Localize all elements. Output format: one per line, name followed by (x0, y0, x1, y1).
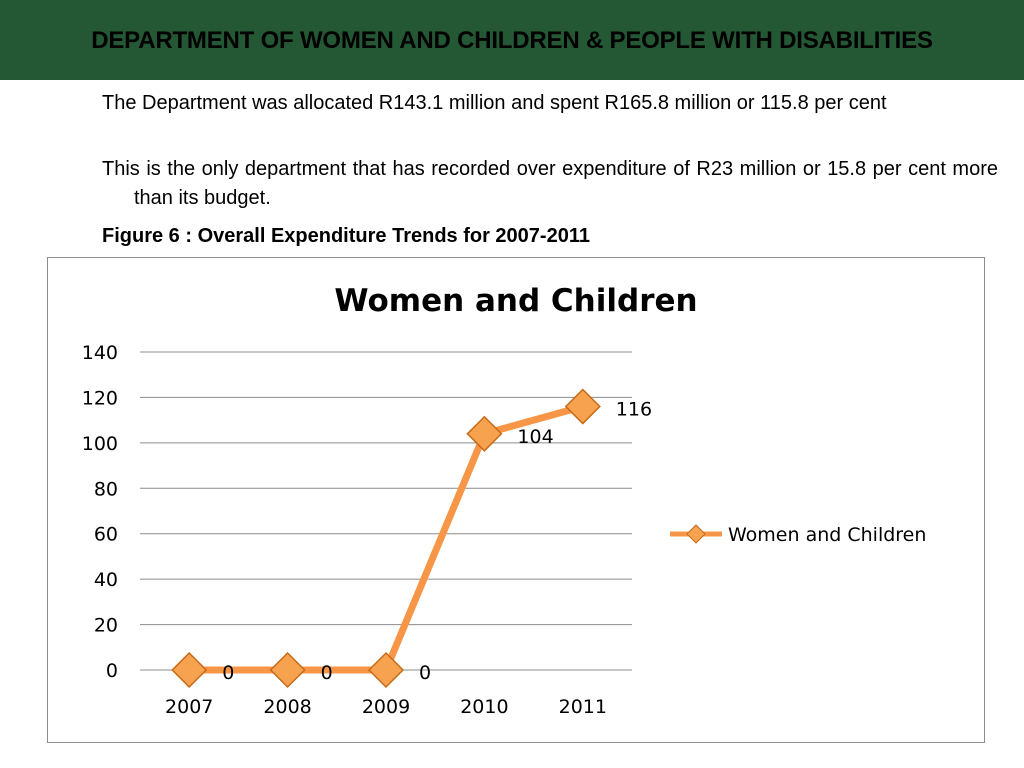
x-tick-label: 2010 (460, 696, 508, 718)
data-labels: 0 0 0 104 116 (222, 399, 652, 684)
legend: Women and Children (670, 524, 926, 546)
chart-frame (47, 257, 985, 743)
data-label: 116 (616, 399, 652, 421)
gridlines (140, 351, 632, 671)
x-tick-label: 2011 (559, 696, 607, 718)
data-label: 0 (321, 662, 333, 684)
legend-label: Women and Children (728, 524, 926, 546)
legend-marker-swatch (686, 524, 706, 544)
y-axis-ticks: 0 20 40 60 80 100 120 140 (82, 342, 118, 682)
y-tick-label: 0 (106, 660, 118, 682)
x-tick-label: 2008 (263, 696, 311, 718)
data-label: 0 (222, 662, 234, 684)
y-tick-label: 100 (82, 433, 118, 455)
data-point-marker (269, 651, 306, 689)
data-label: 0 (419, 662, 431, 684)
header-bar: DEPARTMENT OF WOMEN AND CHILDREN & PEOPL… (0, 0, 1024, 80)
paragraph-allocation: The Department was allocated R143.1 mill… (102, 92, 887, 114)
data-point-marker (171, 651, 208, 689)
x-axis-ticks: 2007 2008 2009 2010 2011 (165, 696, 607, 718)
data-point-marker (564, 388, 601, 425)
y-tick-label: 140 (82, 342, 118, 364)
figure-caption: Figure 6 : Overall Expenditure Trends fo… (102, 225, 590, 247)
y-tick-label: 40 (94, 569, 118, 591)
data-point-marker (367, 651, 405, 689)
x-tick-label: 2009 (362, 696, 410, 718)
x-tick-label: 2007 (165, 696, 213, 718)
chart-title: Women and Children (334, 283, 697, 319)
y-tick-label: 120 (82, 387, 118, 409)
data-label: 104 (517, 426, 553, 448)
paragraph-over-expenditure: This is the only department that has rec… (102, 158, 998, 209)
page-title: DEPARTMENT OF WOMEN AND CHILDREN & PEOPL… (91, 27, 933, 54)
data-point-marker (466, 415, 503, 452)
y-tick-label: 60 (94, 524, 118, 546)
series-women-and-children (171, 388, 601, 689)
y-tick-label: 80 (94, 478, 118, 500)
y-tick-label: 20 (94, 615, 118, 637)
